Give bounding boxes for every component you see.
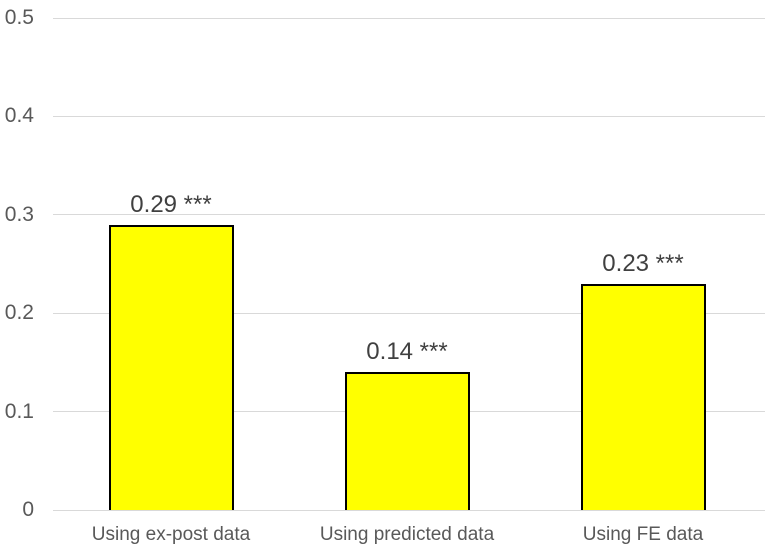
x-axis-category-label: Using ex-post data bbox=[91, 524, 251, 545]
x-axis-category-label: Using FE data bbox=[582, 524, 704, 545]
bar-value-label: 0.23 *** bbox=[602, 249, 684, 277]
bar-using-fe-data bbox=[580, 283, 706, 510]
y-axis-tick-label: 0.4 bbox=[4, 104, 34, 128]
y-axis-tick-label: 0.3 bbox=[4, 202, 34, 226]
y-axis-tick-label: 0.2 bbox=[4, 301, 34, 325]
y-axis-tick-label: 0.1 bbox=[4, 399, 34, 423]
y-axis-tick-label: 0.5 bbox=[4, 6, 34, 29]
bar-using-predicted-data bbox=[344, 372, 470, 510]
bar-value-label: 0.14 *** bbox=[366, 338, 448, 366]
y-axis-tick-label: 0 bbox=[22, 498, 34, 521]
x-axis-category-label: Using predicted data bbox=[319, 524, 495, 545]
gridline bbox=[53, 17, 765, 19]
bar-value-label: 0.29 *** bbox=[130, 190, 212, 218]
gridline bbox=[53, 115, 765, 117]
gridline bbox=[53, 509, 765, 511]
gridline bbox=[53, 312, 765, 314]
gridline bbox=[53, 214, 765, 216]
bar-using-ex-post-data bbox=[108, 224, 234, 510]
